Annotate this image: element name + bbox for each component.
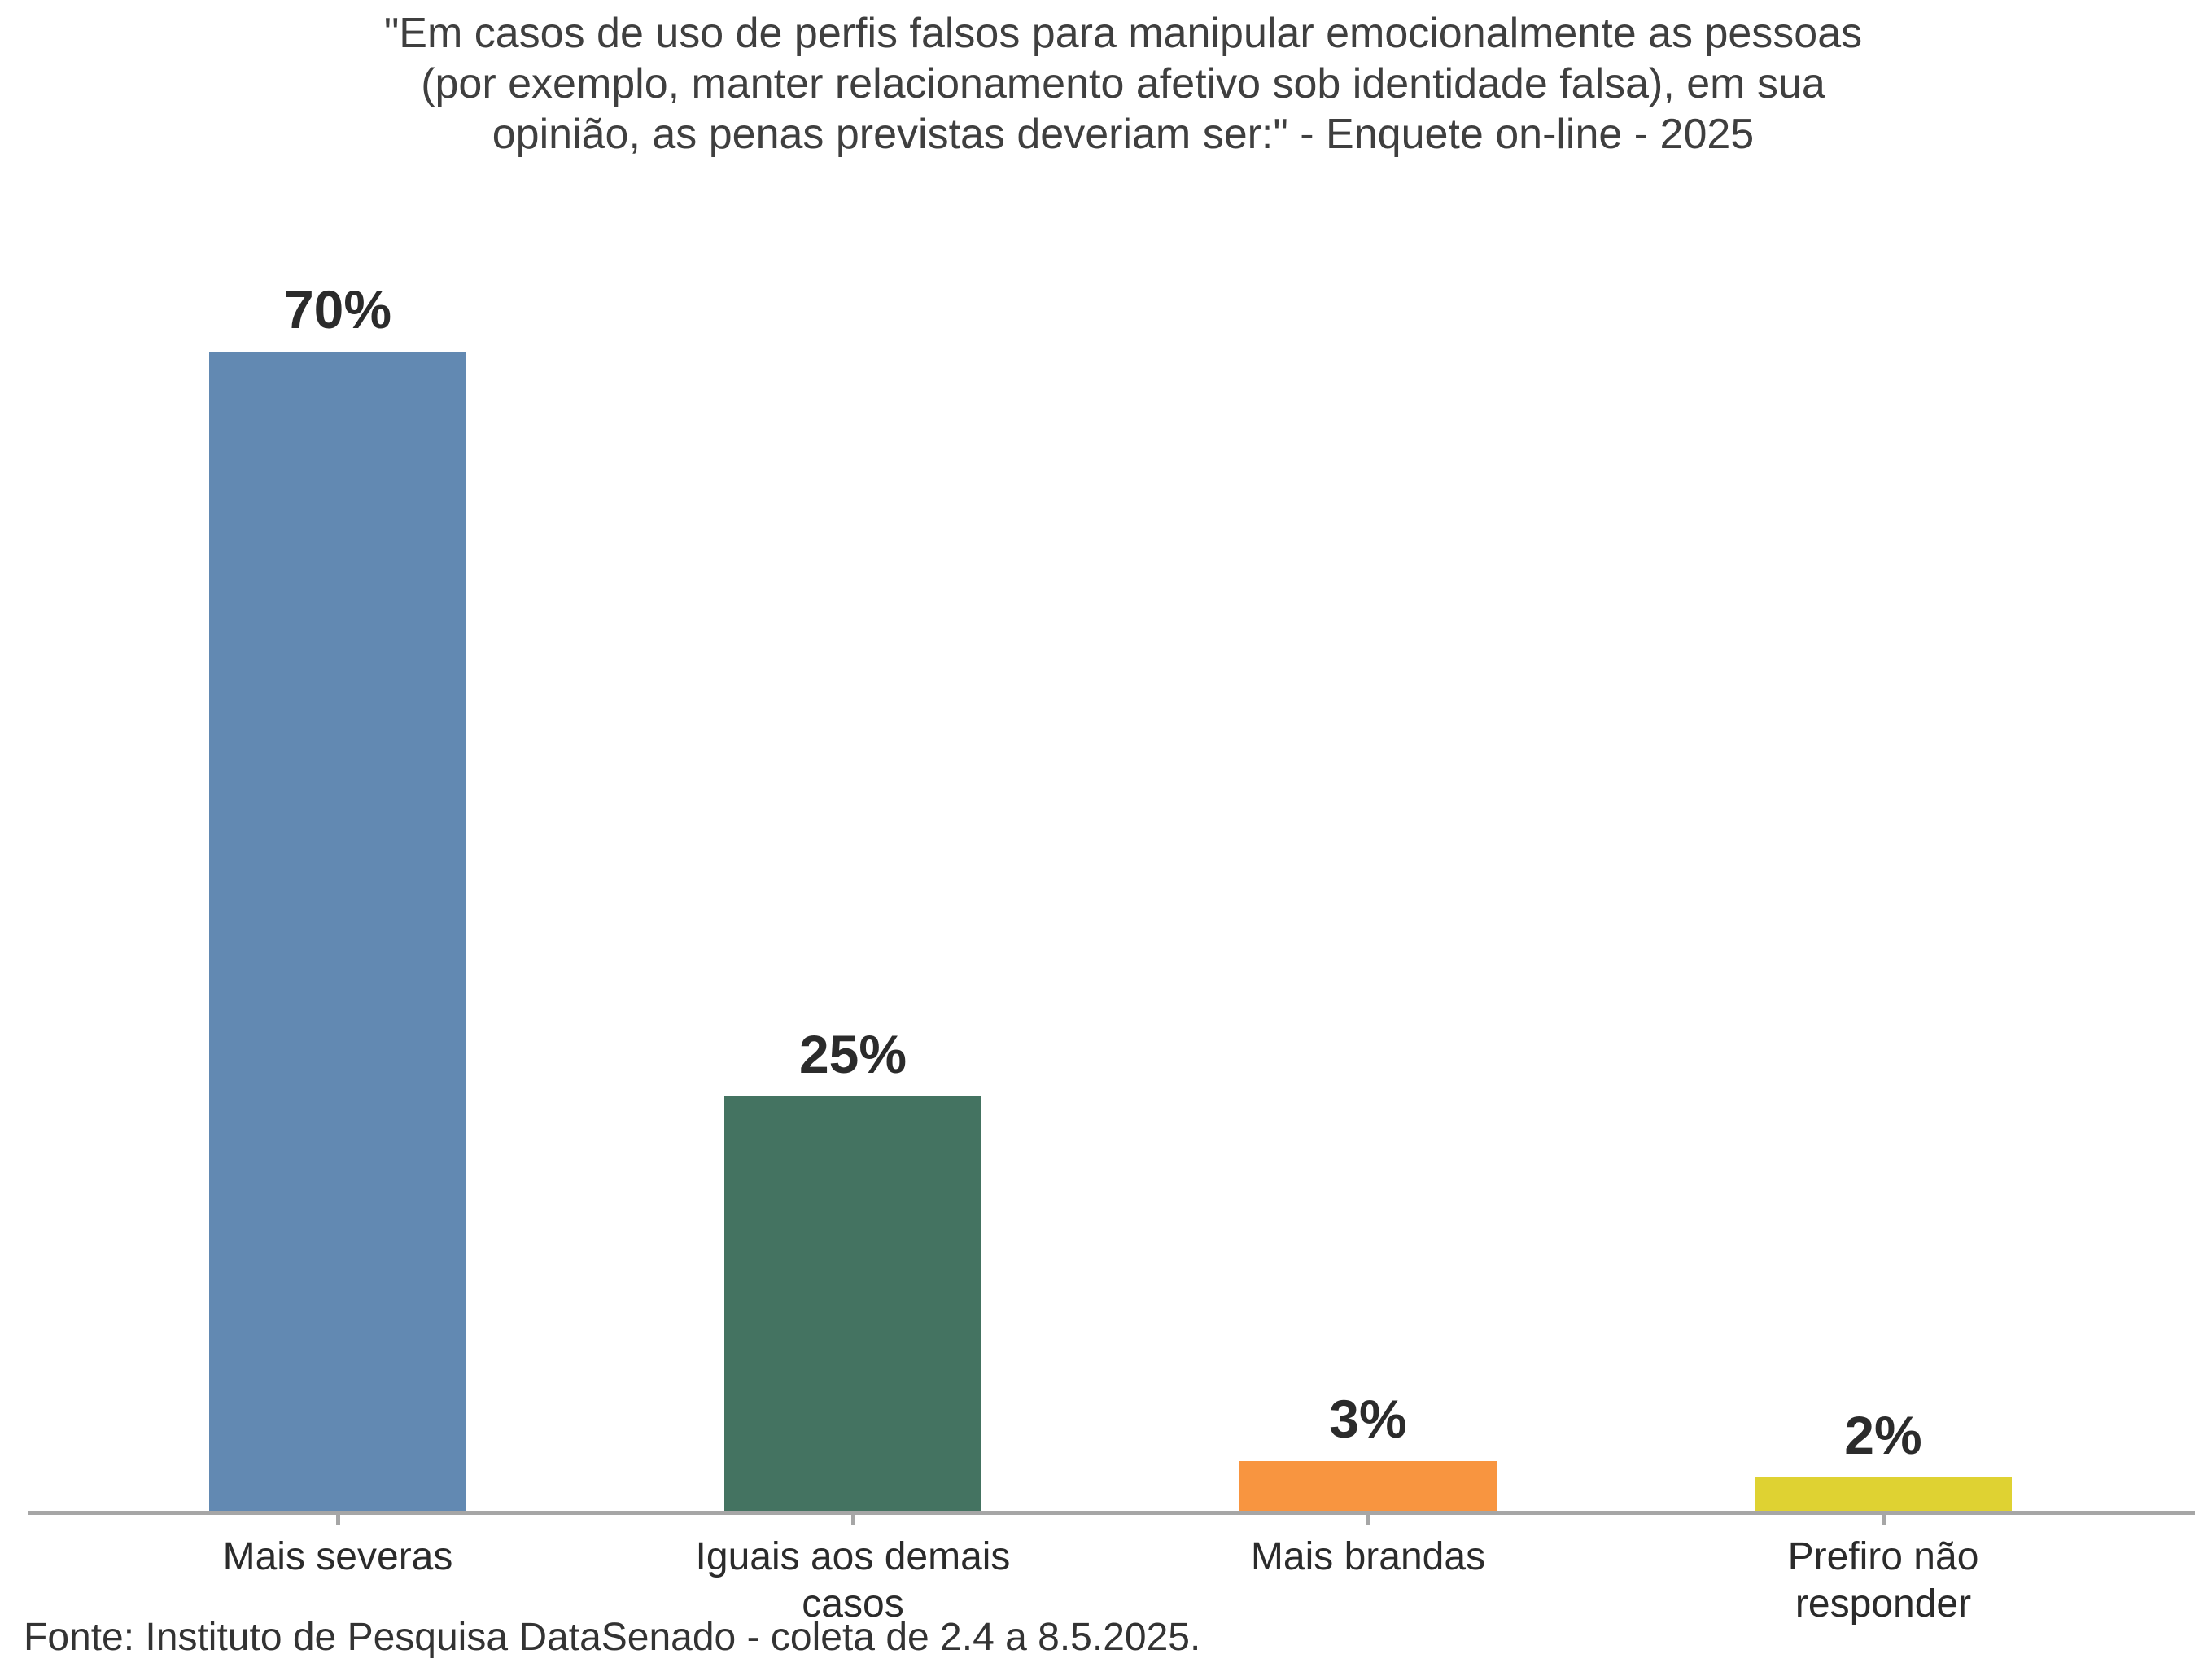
x-axis-tick-iguais-aos-demais-casos — [851, 1515, 855, 1525]
category-label-mais-brandas: Mais brandas — [1250, 1535, 1486, 1578]
x-axis-tick-mais-brandas — [1366, 1515, 1370, 1525]
bar-mais-brandas — [1239, 1461, 1497, 1511]
bar-iguais-aos-demais-casos — [724, 1096, 981, 1511]
category-label-mais-severas: Mais severas — [222, 1535, 453, 1578]
value-label-prefiro-nao-responder: 2% — [1844, 1405, 1922, 1465]
chart-title-line-1: "Em casos de uso de perfis falsos para m… — [383, 10, 1863, 57]
x-axis-tick-prefiro-nao-responder — [1882, 1515, 1886, 1525]
value-label-iguais-aos-demais-casos: 25% — [798, 1024, 907, 1084]
chart-title-line-2: (por exemplo, manter relacionamento afet… — [421, 60, 1825, 107]
chart-title-line-3: opinião, as penas previstas deveriam ser… — [492, 111, 1755, 158]
bar-mais-severas — [209, 352, 466, 1511]
value-label-mais-brandas: 3% — [1329, 1389, 1407, 1449]
source-note: Fonte: Instituto de Pesquisa DataSenado … — [24, 1616, 1201, 1659]
chart-title: "Em casos de uso de perfis falsos para m… — [0, 8, 2212, 160]
value-label-mais-severas: 70% — [283, 279, 392, 339]
category-label-prefiro-nao-responder: Prefiro não responder — [1787, 1535, 1979, 1626]
bar-prefiro-nao-responder — [1755, 1477, 2012, 1511]
x-axis-line — [28, 1511, 2195, 1515]
x-axis-tick-mais-severas — [336, 1515, 340, 1525]
category-label-iguais-aos-demais-casos: Iguais aos demais casos — [695, 1535, 1011, 1626]
